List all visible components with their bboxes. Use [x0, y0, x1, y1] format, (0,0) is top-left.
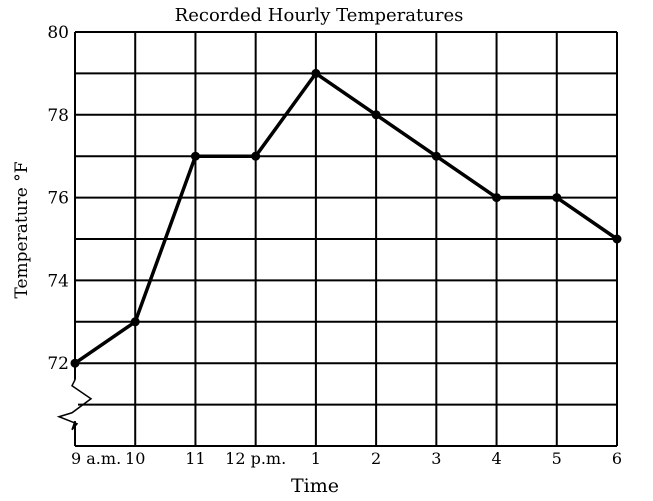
x-tick-labels: 9 a.m. 10 11 12 p.m. 1 2 3 4 5 6 — [71, 449, 622, 468]
data-point — [371, 110, 381, 120]
x-tick-label: 2 — [371, 449, 381, 468]
data-point — [70, 358, 80, 368]
y-tick-label: 72 — [47, 354, 69, 374]
x-tick-label: 10 — [125, 449, 145, 468]
y-tick-labels: 72 74 76 78 80 — [47, 23, 69, 374]
x-axis-label: Time — [291, 475, 339, 497]
x-tick-label: 9 a.m. — [71, 449, 121, 468]
y-tick-label: 76 — [47, 189, 69, 209]
x-tick-label: 12 p.m. — [225, 449, 286, 468]
data-point — [251, 151, 261, 161]
data-point — [431, 151, 441, 161]
data-point — [492, 193, 502, 203]
data-point — [552, 193, 562, 203]
axis-break-zigzag — [56, 379, 93, 431]
x-tick-label: 4 — [491, 449, 501, 468]
data-point — [612, 234, 622, 244]
x-tick-label: 5 — [552, 449, 562, 468]
x-tick-label: 3 — [431, 449, 441, 468]
y-axis-label: Temperature °F — [12, 161, 32, 298]
y-tick-label: 78 — [47, 106, 69, 126]
x-tick-label: 11 — [185, 449, 205, 468]
axis-break-gap — [72, 379, 78, 422]
y-axis-break — [56, 379, 93, 431]
y-tick-label: 80 — [47, 23, 69, 43]
x-tick-label: 1 — [311, 449, 321, 468]
y-tick-label: 74 — [47, 271, 69, 291]
chart-title: Recorded Hourly Temperatures — [175, 5, 464, 26]
data-point — [190, 151, 200, 161]
data-point — [130, 317, 140, 327]
series-temperature — [70, 68, 622, 368]
series-line — [74, 71, 618, 365]
data-point — [311, 68, 321, 78]
x-tick-label: 6 — [612, 449, 622, 468]
